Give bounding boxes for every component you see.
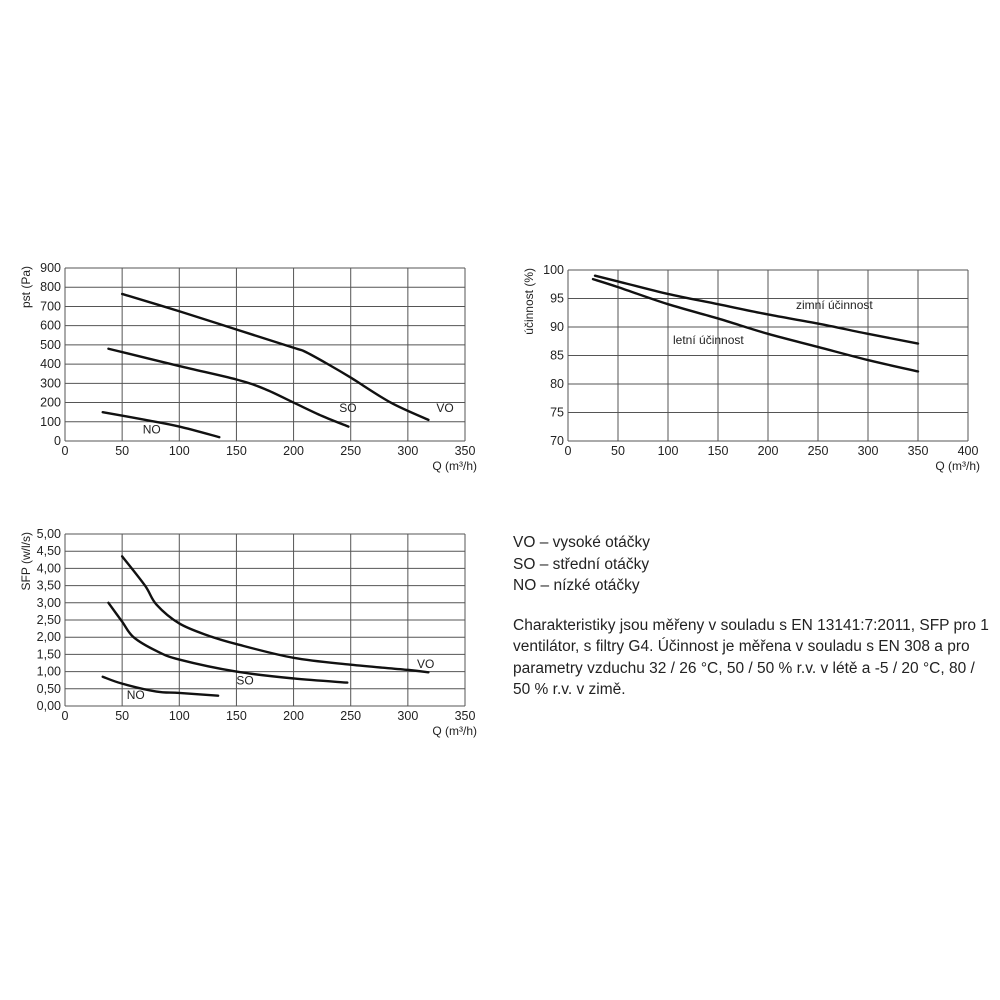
x-tick-label: 400 <box>958 444 979 458</box>
y-tick-label: 80 <box>550 377 564 391</box>
y-axis-label: pst (Pa) <box>19 266 33 308</box>
x-tick-label: 150 <box>226 709 247 723</box>
y-tick-label: 0 <box>54 434 61 448</box>
series-label: SO <box>236 673 253 687</box>
series-line-vo <box>120 555 430 674</box>
x-tick-label: 0 <box>565 444 572 458</box>
y-tick-label: 300 <box>40 376 61 390</box>
x-tick-label: 250 <box>340 709 361 723</box>
y-tick-label: 100 <box>40 415 61 429</box>
y-tick-label: 3,00 <box>37 596 61 610</box>
series-line-vo <box>120 292 430 422</box>
series-label: VO <box>436 401 453 415</box>
x-tick-label: 50 <box>115 444 129 458</box>
x-tick-label: 100 <box>169 444 190 458</box>
x-tick-label: 150 <box>708 444 729 458</box>
y-tick-label: 0,00 <box>37 699 61 713</box>
x-tick-label: 300 <box>397 709 418 723</box>
y-axis-label: SFP (w/l/s) <box>19 532 33 590</box>
series-label: NO <box>143 422 161 436</box>
y-tick-label: 3,50 <box>37 579 61 593</box>
x-tick-label: 350 <box>455 444 476 458</box>
x-tick-label: 250 <box>340 444 361 458</box>
y-tick-label: 600 <box>40 319 61 333</box>
x-tick-label: 350 <box>455 709 476 723</box>
y-tick-label: 5,00 <box>37 527 61 541</box>
y-tick-label: 75 <box>550 406 564 420</box>
x-tick-label: 0 <box>62 709 69 723</box>
y-tick-label: 800 <box>40 280 61 294</box>
x-axis-label: Q (m³/h) <box>432 724 477 738</box>
x-tick-label: 0 <box>62 444 69 458</box>
y-tick-label: 100 <box>543 263 564 277</box>
y-tick-label: 1,50 <box>37 647 61 661</box>
y-axis-label: účinnost (%) <box>522 268 536 335</box>
y-tick-label: 85 <box>550 349 564 363</box>
x-tick-label: 150 <box>226 444 247 458</box>
y-tick-label: 900 <box>40 261 61 275</box>
y-tick-label: 2,50 <box>37 613 61 627</box>
series-label: VO <box>417 657 434 671</box>
measurement-note: Charakteristiky jsou měřeny v souladu s … <box>513 616 989 699</box>
notes: VO – vysoké otáčky SO – střední otáčky N… <box>513 532 993 701</box>
legend-vo: VO – vysoké otáčky <box>513 534 650 551</box>
series-label: letní účinnost <box>673 333 744 347</box>
x-tick-label: 50 <box>611 444 625 458</box>
x-axis-label: Q (m³/h) <box>432 459 477 473</box>
x-tick-label: 300 <box>858 444 879 458</box>
y-tick-label: 0,50 <box>37 682 61 696</box>
series-label: NO <box>127 688 145 702</box>
series-line-so <box>107 347 350 428</box>
y-tick-label: 2,00 <box>37 630 61 644</box>
series-line-no <box>101 410 221 439</box>
x-axis-label: Q (m³/h) <box>935 459 980 473</box>
y-tick-label: 400 <box>40 357 61 371</box>
y-tick-label: 4,50 <box>37 544 61 558</box>
x-tick-label: 200 <box>758 444 779 458</box>
x-tick-label: 250 <box>808 444 829 458</box>
y-tick-label: 4,00 <box>37 561 61 575</box>
y-tick-label: 1,00 <box>37 665 61 679</box>
legend-no: NO – nízké otáčky <box>513 577 640 594</box>
x-tick-label: 50 <box>115 709 129 723</box>
y-tick-label: 95 <box>550 292 564 306</box>
y-tick-label: 500 <box>40 338 61 352</box>
series-line-letní <box>591 277 920 373</box>
legend-so: SO – střední otáčky <box>513 555 650 573</box>
series-label: SO <box>339 401 356 415</box>
series-line-so <box>107 601 349 684</box>
series-label: zimní účinnost <box>796 298 873 312</box>
y-tick-label: 700 <box>40 299 61 313</box>
x-tick-label: 350 <box>908 444 929 458</box>
series-line-zimní <box>593 274 920 345</box>
x-tick-label: 100 <box>658 444 679 458</box>
y-tick-label: 90 <box>550 320 564 334</box>
x-tick-label: 200 <box>283 444 304 458</box>
y-tick-label: 70 <box>550 434 564 448</box>
x-tick-label: 100 <box>169 709 190 723</box>
x-tick-label: 200 <box>283 709 304 723</box>
x-tick-label: 300 <box>397 444 418 458</box>
y-tick-label: 200 <box>40 396 61 410</box>
series-line-no <box>101 675 220 697</box>
